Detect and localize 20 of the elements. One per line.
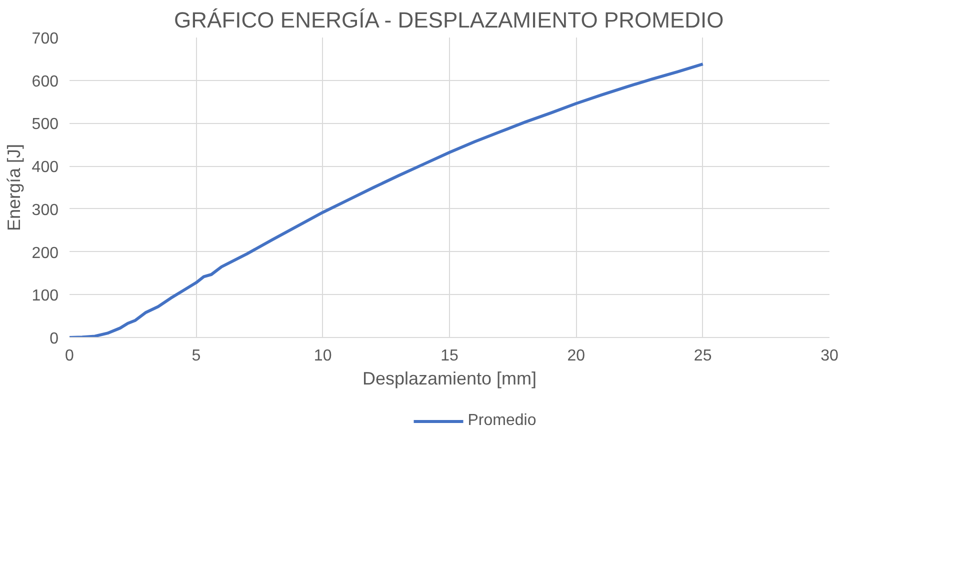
- x-tick-label: 15: [440, 348, 458, 364]
- x-tick-label: 30: [820, 348, 838, 364]
- x-tick-label: 10: [314, 348, 332, 364]
- y-tick-label: 600: [32, 73, 59, 90]
- y-tick-label: 100: [32, 288, 59, 305]
- y-tick-label: 500: [32, 116, 59, 134]
- x-tick-label: 20: [567, 348, 586, 364]
- y-tick-label: 700: [32, 30, 59, 48]
- y-tick-label: 300: [32, 202, 59, 219]
- x-tick-label: 25: [694, 348, 712, 364]
- x-tick-label: 0: [65, 348, 74, 364]
- x-axis-title: Desplazamiento [mm]: [362, 368, 537, 388]
- y-axis-title: Energía [J]: [4, 144, 24, 232]
- y-tick-label: 0: [50, 330, 59, 348]
- legend-label: Promedio: [468, 412, 536, 430]
- x-tick-label: 5: [192, 348, 201, 364]
- y-tick-label: 200: [32, 244, 59, 262]
- line-series: [70, 62, 704, 338]
- y-tick-label: 400: [32, 159, 59, 176]
- chart-title: GRÁFICO ENERGÍA - DESPLAZAMIENTO PROMEDIO: [174, 8, 724, 32]
